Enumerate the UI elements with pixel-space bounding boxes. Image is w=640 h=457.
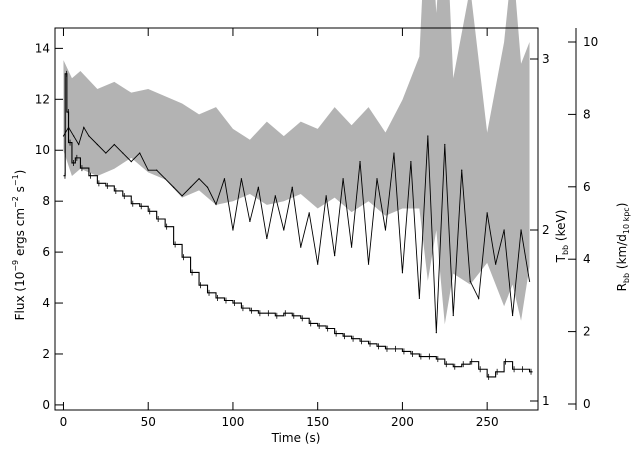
temperature-point [257,186,259,188]
temperature-point [478,297,480,299]
flux-line [63,73,533,378]
temperature-point [88,135,90,137]
temperature-point [215,203,217,205]
temperature-point [122,152,124,154]
x-tick-label: 100 [221,415,244,429]
y-tick-label-left: 8 [42,194,50,208]
temperature-point [62,135,65,137]
radius-band-layer [63,0,530,325]
y-tick-label-left: 12 [35,92,50,106]
x-axis-label: Time (s) [271,431,321,445]
temperature-point [266,237,268,240]
temperature-point [495,263,497,265]
temperature-point [359,161,361,163]
flux-layer [63,70,533,380]
temperature-point [418,297,420,299]
temperature-point [300,246,302,248]
temperature-point [189,186,192,188]
temperature-point [342,178,344,180]
temperature-point [240,178,243,180]
temperature-point [308,212,310,214]
temperature-point [393,152,395,154]
temperature-point [223,178,226,180]
temperature-point [503,229,505,231]
temperature-point [376,178,378,180]
radius-tick-label: 6 [583,180,591,194]
temperature-point [130,161,132,163]
temperature-tick-label: 3 [542,52,550,66]
temperature-line [63,126,530,333]
radius-band [63,0,530,325]
y-tick-label-left: 4 [42,296,50,310]
temperature-point [486,212,488,214]
temperature-point [452,314,454,317]
temperature-point [444,143,446,146]
y-axis-label-temperature: Tbb (keV) [554,210,570,264]
y-axis-label-left: Flux (10−9 ergs cm−2 s−1) [11,170,27,321]
temperature-layer [62,126,531,334]
temperature-point [410,161,412,163]
temperature-point [511,314,514,317]
temperature-point [384,229,387,231]
radius-tick-label: 10 [583,35,598,49]
y-tick-label-left: 2 [42,347,50,361]
temperature-point [461,169,463,171]
temperature-point [427,135,429,137]
temperature-point [283,229,285,231]
temperature-point [435,332,437,334]
temperature-point [334,255,336,257]
x-tick-label: 200 [391,415,414,429]
temperature-point [206,186,209,188]
temperature-point [317,263,319,265]
x-tick-label: 150 [306,415,329,429]
temperature-point [367,263,370,265]
temperature-point [173,186,175,188]
x-tick-label: 0 [60,415,68,429]
temperature-point [401,272,404,274]
temperature-point [73,135,75,137]
x-tick-label: 250 [476,415,499,429]
temperature-tick-label: 1 [542,394,550,408]
radius-tick-label: 8 [583,107,591,121]
temperature-point [291,186,293,188]
temperature-point [113,143,115,146]
temperature-point [156,169,158,171]
temperature-point [78,143,80,146]
y-axis-label-radius: Rbb (km/d10 kpc) [615,203,631,292]
radius-tick-label: 4 [583,252,591,266]
temperature-point [198,178,200,180]
y-tick-label-left: 10 [35,143,50,157]
temperature-point [469,280,471,282]
temperature-point [164,178,166,180]
temperature-point [139,152,141,154]
temperature-point [232,229,234,231]
temperature-point [83,126,85,128]
temperature-point [249,220,251,223]
y-tick-label-left: 14 [35,41,50,55]
temperature-point [350,246,353,248]
temperature-tick-label: 2 [542,223,550,237]
temperature-point [105,152,107,154]
y-tick-label-left: 6 [42,245,50,259]
y-tick-label-left: 0 [42,398,50,412]
temperature-point [520,229,522,231]
temperature-point [325,195,327,197]
temperature-point [96,143,98,146]
radius-tick-label: 2 [583,325,591,339]
temperature-point [528,280,531,282]
temperature-point [147,169,149,171]
temperature-point [274,195,276,197]
temperature-point [181,195,183,197]
radius-tick-label: 0 [583,397,591,411]
x-tick-label: 50 [141,415,156,429]
